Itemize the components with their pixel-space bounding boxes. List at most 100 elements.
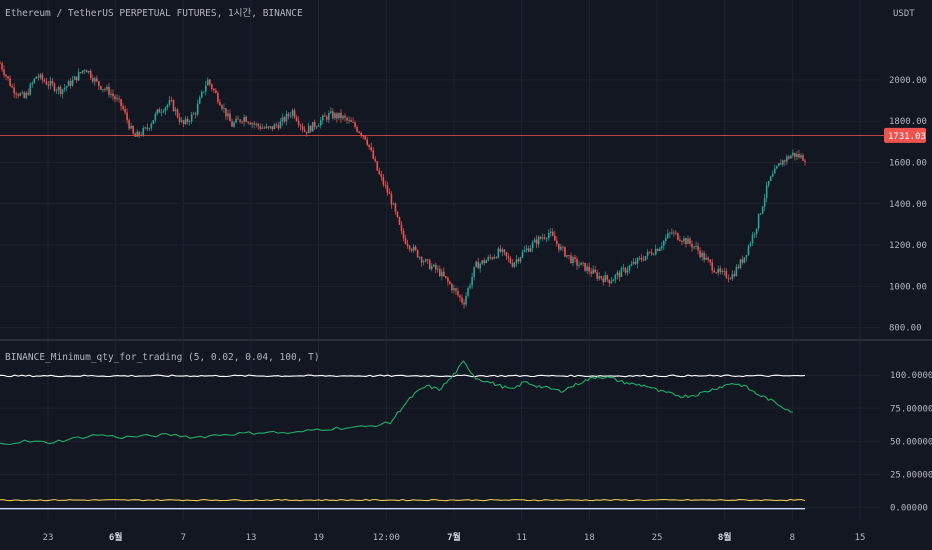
candle[interactable] bbox=[418, 255, 421, 261]
candle[interactable] bbox=[9, 75, 11, 87]
candle[interactable] bbox=[483, 257, 486, 266]
candle[interactable] bbox=[792, 149, 794, 158]
candle[interactable] bbox=[804, 158, 806, 166]
candle[interactable] bbox=[89, 68, 92, 80]
candle[interactable] bbox=[374, 156, 377, 163]
candle[interactable] bbox=[311, 122, 314, 132]
candle[interactable] bbox=[800, 153, 802, 160]
candle[interactable] bbox=[566, 255, 568, 259]
candle[interactable] bbox=[354, 120, 356, 129]
candle[interactable] bbox=[221, 103, 223, 111]
candle[interactable] bbox=[104, 87, 106, 92]
candle[interactable] bbox=[100, 85, 102, 91]
candle[interactable] bbox=[535, 235, 538, 249]
candle[interactable] bbox=[281, 113, 284, 126]
candle[interactable] bbox=[334, 111, 336, 120]
candle[interactable] bbox=[608, 279, 611, 287]
candle[interactable] bbox=[340, 109, 342, 123]
candle[interactable] bbox=[287, 112, 290, 120]
candle[interactable] bbox=[735, 264, 738, 277]
candle[interactable] bbox=[493, 254, 496, 260]
candle[interactable] bbox=[330, 107, 332, 115]
candle[interactable] bbox=[473, 266, 475, 281]
candle[interactable] bbox=[154, 111, 157, 123]
candle[interactable] bbox=[243, 114, 245, 127]
candle[interactable] bbox=[21, 90, 23, 95]
candle[interactable] bbox=[273, 123, 276, 130]
candle[interactable] bbox=[541, 233, 544, 242]
candle[interactable] bbox=[150, 122, 153, 131]
candle[interactable] bbox=[207, 77, 209, 86]
indicator-line-yellow[interactable] bbox=[0, 498, 806, 502]
candle[interactable] bbox=[523, 245, 526, 253]
candle[interactable] bbox=[305, 131, 308, 137]
candle[interactable] bbox=[671, 228, 673, 235]
candle[interactable] bbox=[509, 255, 512, 265]
candle[interactable] bbox=[426, 258, 429, 265]
price-axis[interactable]: USDT 800.00 1000.00 1200.00 1400.00 1600.00 1… bbox=[884, 9, 927, 334]
indicator-lines[interactable] bbox=[0, 360, 806, 510]
candle[interactable] bbox=[217, 90, 219, 104]
candle[interactable] bbox=[596, 269, 598, 282]
candle[interactable] bbox=[693, 245, 695, 250]
candle[interactable] bbox=[549, 227, 552, 237]
candle[interactable] bbox=[303, 125, 306, 133]
candle[interactable] bbox=[618, 270, 621, 282]
candle[interactable] bbox=[158, 107, 161, 113]
candle[interactable] bbox=[358, 130, 360, 134]
candle[interactable] bbox=[63, 83, 66, 93]
candle[interactable] bbox=[241, 120, 243, 125]
candle[interactable] bbox=[606, 274, 609, 283]
candle[interactable] bbox=[53, 82, 56, 93]
candle[interactable] bbox=[564, 246, 566, 258]
candle[interactable] bbox=[667, 229, 669, 240]
candle[interactable] bbox=[707, 256, 709, 263]
candle[interactable] bbox=[753, 232, 756, 238]
candle[interactable] bbox=[664, 234, 667, 245]
candle[interactable] bbox=[745, 254, 748, 262]
candle[interactable] bbox=[416, 249, 419, 259]
candle[interactable] bbox=[491, 256, 494, 261]
candle[interactable] bbox=[441, 268, 443, 281]
candle[interactable] bbox=[146, 123, 149, 132]
candle[interactable] bbox=[715, 271, 718, 275]
candle[interactable] bbox=[644, 256, 647, 262]
candle[interactable] bbox=[75, 76, 78, 83]
candle[interactable] bbox=[648, 251, 651, 254]
candle[interactable] bbox=[798, 149, 800, 160]
candle[interactable] bbox=[289, 112, 292, 119]
candle[interactable] bbox=[741, 255, 744, 265]
candle[interactable] bbox=[594, 266, 596, 274]
candle[interactable] bbox=[338, 112, 340, 120]
candle[interactable] bbox=[616, 269, 619, 280]
candle[interactable] bbox=[447, 276, 449, 286]
candle[interactable] bbox=[51, 78, 54, 87]
candle[interactable] bbox=[94, 76, 96, 86]
candle[interactable] bbox=[211, 83, 213, 92]
candle[interactable] bbox=[517, 257, 520, 264]
candle[interactable] bbox=[102, 89, 104, 93]
candle[interactable] bbox=[713, 267, 716, 273]
candle[interactable] bbox=[293, 108, 296, 120]
candle[interactable] bbox=[400, 220, 403, 235]
candle[interactable] bbox=[7, 75, 9, 81]
candle[interactable] bbox=[152, 120, 155, 125]
candle[interactable] bbox=[130, 122, 132, 130]
candle[interactable] bbox=[519, 256, 522, 264]
candle[interactable] bbox=[471, 272, 473, 289]
candle[interactable] bbox=[743, 257, 746, 264]
candle[interactable] bbox=[729, 277, 732, 280]
candle[interactable] bbox=[168, 95, 171, 107]
candle[interactable] bbox=[568, 254, 570, 260]
candle[interactable] bbox=[701, 250, 703, 261]
candle[interactable] bbox=[106, 84, 108, 92]
candle[interactable] bbox=[368, 144, 371, 150]
candle[interactable] bbox=[424, 258, 427, 263]
candle[interactable] bbox=[96, 75, 98, 83]
candle[interactable] bbox=[443, 267, 445, 277]
candle[interactable] bbox=[620, 266, 623, 278]
candle[interactable] bbox=[582, 261, 584, 267]
candle[interactable] bbox=[317, 123, 320, 127]
candle[interactable] bbox=[507, 252, 510, 263]
candle[interactable] bbox=[186, 116, 189, 125]
